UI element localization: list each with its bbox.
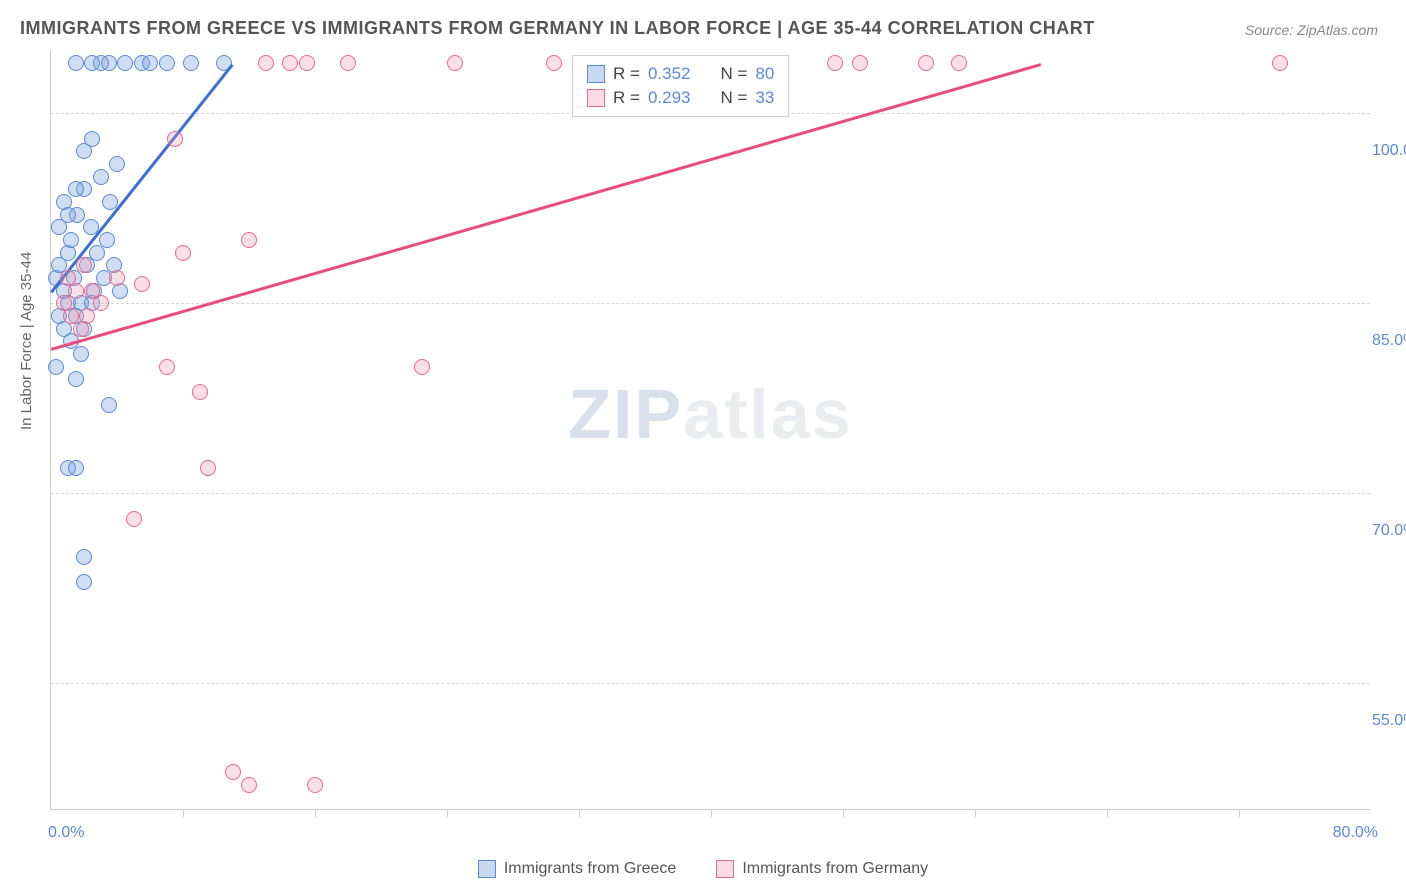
data-point bbox=[117, 55, 133, 71]
data-point bbox=[241, 777, 257, 793]
data-point bbox=[852, 55, 868, 71]
data-point bbox=[241, 232, 257, 248]
chart-title: IMMIGRANTS FROM GREECE VS IMMIGRANTS FRO… bbox=[20, 18, 1095, 39]
x-tick bbox=[183, 809, 184, 817]
data-point bbox=[76, 549, 92, 565]
data-point bbox=[282, 55, 298, 71]
x-axis-min-label: 0.0% bbox=[48, 824, 84, 842]
data-point bbox=[68, 460, 84, 476]
data-point bbox=[299, 55, 315, 71]
data-point bbox=[68, 371, 84, 387]
data-point bbox=[63, 232, 79, 248]
legend-r-value: 0.293 bbox=[648, 88, 691, 108]
data-point bbox=[134, 276, 150, 292]
data-point bbox=[192, 384, 208, 400]
legend-swatch bbox=[716, 860, 734, 878]
watermark: ZIPatlas bbox=[568, 374, 852, 454]
data-point bbox=[447, 55, 463, 71]
x-tick bbox=[315, 809, 316, 817]
data-point bbox=[546, 55, 562, 71]
trend-line bbox=[50, 63, 233, 293]
y-axis-title: In Labor Force | Age 35-44 bbox=[18, 252, 35, 430]
data-point bbox=[48, 359, 64, 375]
data-point bbox=[73, 346, 89, 362]
data-point bbox=[68, 55, 84, 71]
y-tick-label: 100.0% bbox=[1362, 142, 1406, 160]
series-legend: Immigrants from Greece Immigrants from Ge… bbox=[0, 860, 1406, 878]
data-point bbox=[1272, 55, 1288, 71]
y-tick-label: 85.0% bbox=[1362, 332, 1406, 350]
gridline bbox=[51, 493, 1370, 494]
legend-item: Immigrants from Germany bbox=[716, 860, 928, 878]
data-point bbox=[68, 181, 84, 197]
legend-n-label: N = bbox=[720, 64, 747, 84]
data-point bbox=[76, 257, 92, 273]
legend-n-label: N = bbox=[720, 88, 747, 108]
data-point bbox=[56, 295, 72, 311]
data-point bbox=[109, 156, 125, 172]
legend-r-label: R = bbox=[613, 64, 640, 84]
data-point bbox=[76, 574, 92, 590]
legend-row: R = 0.293 N = 33 bbox=[587, 86, 774, 110]
data-point bbox=[827, 55, 843, 71]
data-point bbox=[159, 55, 175, 71]
data-point bbox=[414, 359, 430, 375]
y-tick-label: 55.0% bbox=[1362, 712, 1406, 730]
x-tick bbox=[843, 809, 844, 817]
data-point bbox=[258, 55, 274, 71]
legend-n-value: 80 bbox=[755, 64, 774, 84]
correlation-legend: R = 0.352 N = 80 R = 0.293 N = 33 bbox=[572, 55, 789, 117]
data-point bbox=[101, 397, 117, 413]
data-point bbox=[159, 359, 175, 375]
data-point bbox=[142, 55, 158, 71]
data-point bbox=[307, 777, 323, 793]
source-credit: Source: ZipAtlas.com bbox=[1245, 22, 1378, 38]
y-tick-label: 70.0% bbox=[1362, 522, 1406, 540]
legend-swatch bbox=[587, 65, 605, 83]
legend-n-value: 33 bbox=[755, 88, 774, 108]
legend-r-value: 0.352 bbox=[648, 64, 691, 84]
legend-item: Immigrants from Greece bbox=[478, 860, 676, 878]
data-point bbox=[84, 131, 100, 147]
watermark-atlas: atlas bbox=[683, 375, 853, 453]
x-tick bbox=[579, 809, 580, 817]
data-point bbox=[60, 207, 76, 223]
x-axis-max-label: 80.0% bbox=[1333, 824, 1378, 842]
data-point bbox=[225, 764, 241, 780]
data-point bbox=[183, 55, 199, 71]
data-point bbox=[918, 55, 934, 71]
x-tick bbox=[1107, 809, 1108, 817]
data-point bbox=[200, 460, 216, 476]
watermark-zip: ZIP bbox=[568, 375, 683, 453]
legend-r-label: R = bbox=[613, 88, 640, 108]
plot-area: ZIPatlas 100.0%85.0%70.0%55.0% bbox=[50, 50, 1370, 810]
data-point bbox=[109, 270, 125, 286]
legend-label: Immigrants from Germany bbox=[742, 860, 928, 878]
x-tick bbox=[447, 809, 448, 817]
legend-label: Immigrants from Greece bbox=[504, 860, 676, 878]
data-point bbox=[93, 169, 109, 185]
data-point bbox=[175, 245, 191, 261]
x-tick bbox=[975, 809, 976, 817]
data-point bbox=[167, 131, 183, 147]
data-point bbox=[68, 283, 84, 299]
x-tick bbox=[1239, 809, 1240, 817]
gridline bbox=[51, 683, 1370, 684]
data-point bbox=[73, 321, 89, 337]
data-point bbox=[99, 232, 115, 248]
data-point bbox=[101, 55, 117, 71]
data-point bbox=[93, 295, 109, 311]
data-point bbox=[951, 55, 967, 71]
legend-swatch bbox=[478, 860, 496, 878]
legend-swatch bbox=[587, 89, 605, 107]
data-point bbox=[340, 55, 356, 71]
x-tick bbox=[711, 809, 712, 817]
data-point bbox=[126, 511, 142, 527]
legend-row: R = 0.352 N = 80 bbox=[587, 62, 774, 86]
gridline bbox=[51, 303, 1370, 304]
